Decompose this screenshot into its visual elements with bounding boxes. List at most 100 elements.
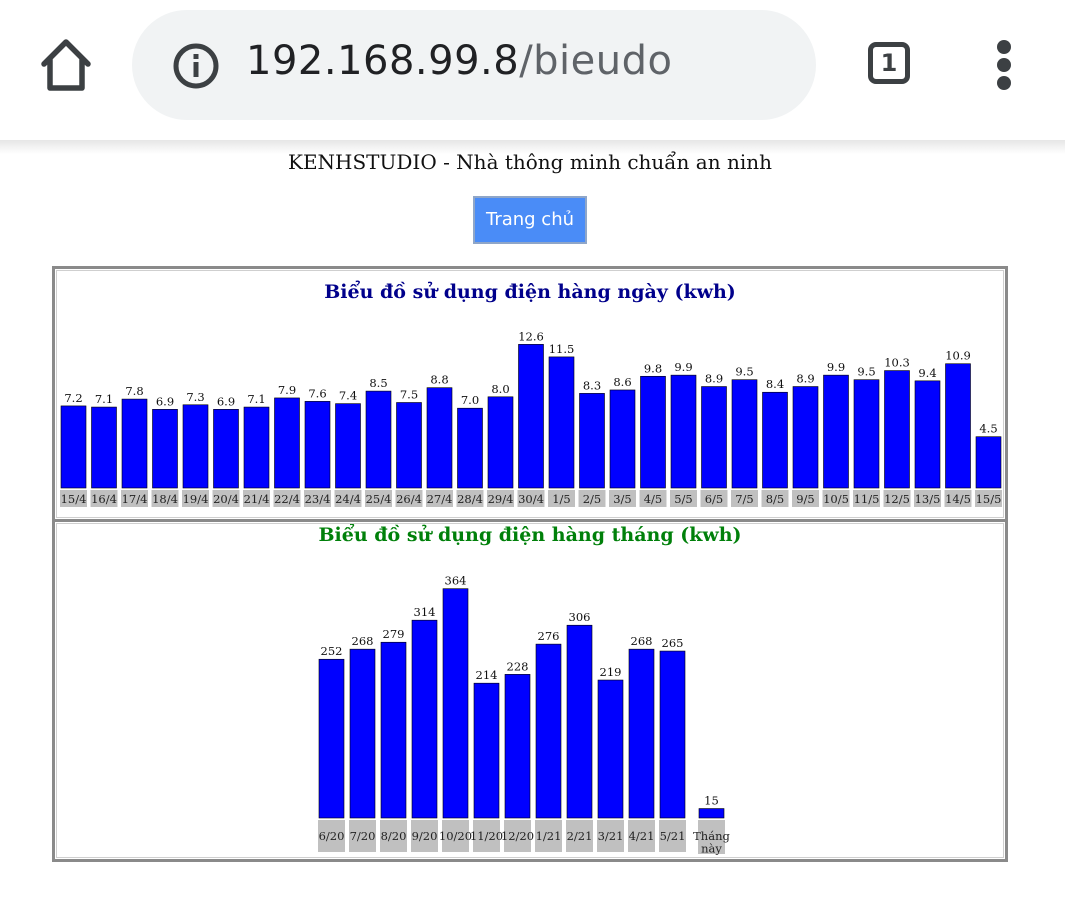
category-label: 14/5: [945, 492, 971, 506]
chart-bar: [853, 379, 880, 489]
bar-value-label: 9.9: [827, 360, 845, 374]
bar-value-label: 7.9: [278, 383, 296, 397]
category-label: 20/4: [213, 492, 239, 506]
category-label: 9/5: [796, 492, 815, 506]
chart-bar: [274, 397, 300, 489]
category-label-bg: [761, 490, 789, 507]
chart-bar: [182, 404, 209, 489]
bar-value-label: 8.8: [430, 373, 448, 387]
info-icon[interactable]: [172, 42, 220, 90]
category-label-bg: [578, 490, 606, 507]
bar-value-label: 7.8: [125, 384, 143, 398]
chart-bar: [597, 679, 624, 819]
category-label: 12/5: [884, 492, 910, 506]
category-label-bg: [698, 820, 725, 854]
tab-switcher-icon[interactable]: 1: [868, 42, 910, 84]
bar-value-label: 8.4: [766, 377, 784, 391]
chart-bar: [349, 648, 376, 819]
category-label-bg: [121, 490, 148, 507]
bar-value-label: 7.0: [461, 393, 479, 407]
bar-value-label: 7.1: [95, 392, 113, 406]
category-label-bg: [473, 820, 500, 852]
address-bar[interactable]: 192.168.99.8/bieudo: [132, 10, 816, 120]
category-label: 8/5: [766, 492, 785, 506]
category-label-bg: [597, 820, 624, 852]
category-label: 29/4: [488, 492, 514, 506]
category-label: 10/20: [439, 829, 472, 843]
chart-bar: [518, 344, 544, 489]
bar-value-label: 364: [445, 574, 467, 588]
category-label-bg: [609, 490, 636, 507]
chart-bar: [487, 396, 514, 489]
bar-value-label: 8.9: [796, 372, 814, 386]
bar-value-label: 265: [662, 636, 684, 650]
chart-bar: [659, 650, 686, 819]
chart-bar: [335, 403, 361, 489]
monthly-chart-title: Biểu đồ sử dụng điện hàng tháng (kwh): [318, 524, 742, 546]
daily-chart-panel: Biểu đồ sử dụng điện hàng ngày (kwh) 7.2…: [52, 266, 1008, 522]
category-label-bg: [792, 490, 819, 507]
category-label-bg: [504, 820, 531, 852]
monthly-chart: 252 6/20 268 7/20 279 8/20 314 9/20 364 10/20 214 1…: [318, 574, 730, 856]
chart-bar: [318, 658, 345, 819]
bar-value-label: 214: [476, 668, 498, 682]
chart-bar: [609, 389, 636, 489]
category-label-bg: [975, 490, 1002, 507]
category-label-bg: [487, 490, 514, 507]
bar-value-label: 306: [569, 610, 591, 624]
category-label: 27/4: [427, 492, 453, 506]
chart-bar: [121, 398, 148, 489]
category-label-bg: [822, 490, 850, 507]
bar-value-label: 314: [414, 605, 436, 619]
chart-bar: [396, 402, 422, 489]
category-label-bg: [670, 490, 697, 507]
bar-value-label: 8.9: [705, 372, 723, 386]
more-vert-icon[interactable]: [986, 40, 1022, 90]
category-label: 10/5: [823, 492, 849, 506]
bar-value-label: 6.9: [217, 394, 235, 408]
category-label: 17/4: [122, 492, 148, 506]
category-label-bg: [853, 490, 880, 507]
url-host: 192.168.99.8: [246, 38, 520, 84]
home-page-button[interactable]: Trang chủ: [473, 196, 587, 244]
chart-bar: [411, 619, 438, 819]
category-label-bg: [273, 490, 301, 507]
bar-value-label: 7.6: [308, 386, 326, 400]
category-label-bg: [380, 820, 407, 852]
chart-bar: [213, 409, 239, 489]
chart-bar: [442, 588, 469, 819]
bar-value-label: 15: [704, 794, 719, 808]
category-label-bg: [659, 820, 686, 852]
category-label: 6/5: [705, 492, 724, 506]
chart-bar: [640, 375, 666, 489]
category-label: 9/20: [412, 829, 438, 843]
bar-value-label: 7.1: [247, 392, 265, 406]
url-path: /bieudo: [519, 38, 673, 84]
category-label: 8/20: [381, 829, 407, 843]
category-label: 2/5: [583, 492, 602, 506]
chart-bar: [365, 390, 392, 489]
bar-value-label: 7.5: [400, 388, 418, 402]
chart-bar: [548, 356, 575, 489]
browser-toolbar: 192.168.99.8/bieudo 1: [0, 0, 1065, 140]
chart-bar: [698, 808, 725, 819]
home-icon[interactable]: [36, 36, 96, 96]
category-label-bg: [411, 820, 438, 852]
chart-bar: [566, 624, 593, 819]
chart-bar: [945, 363, 971, 489]
chart-bar: [60, 405, 87, 489]
chart-bar: [535, 643, 562, 819]
category-label: 1/21: [536, 829, 562, 843]
category-label-bg: [442, 820, 469, 852]
bar-value-label: 8.0: [491, 382, 509, 396]
chart-bar: [914, 380, 941, 489]
category-label-bg: [318, 820, 345, 852]
category-label-bg: [731, 490, 758, 507]
category-label: 28/4: [457, 492, 483, 506]
url-text[interactable]: 192.168.99.8/bieudo: [246, 38, 673, 84]
bar-value-label: 7.4: [339, 389, 357, 403]
category-label: 21/4: [244, 492, 270, 506]
category-label: 24/4: [335, 492, 361, 506]
bar-value-label: 9.5: [857, 365, 875, 379]
category-label-bg: [914, 490, 941, 507]
